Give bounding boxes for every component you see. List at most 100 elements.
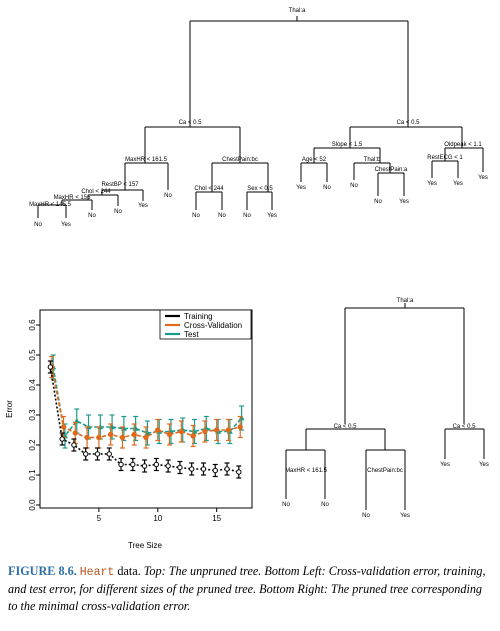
split-label: Oldpeak < 1.1 — [444, 142, 482, 148]
data-point — [190, 433, 196, 439]
leaf-label: No — [374, 199, 382, 205]
leaf-label: Yes — [399, 199, 409, 205]
split-label: MaxHR < 161.5 — [285, 468, 328, 474]
pruned-tree-labels: Thal:a Ca < 0.5 Ca < 0.5 MaxHR < 161.5 C… — [282, 298, 489, 519]
data-point — [225, 427, 232, 433]
figure-canvas: Thal:a Ca < 0.5 Ca < 0.5 MaxHR < 161.5 C… — [5, 8, 489, 550]
y-tick-label: 0.3 — [28, 409, 37, 421]
split-label: RestBP < 157 — [101, 182, 139, 188]
leaf-label: No — [164, 193, 172, 199]
dataset-name: Heart — [79, 566, 115, 579]
y-tick-label: 0.2 — [28, 439, 37, 451]
data-point — [94, 451, 101, 457]
unpruned-tree — [37, 16, 484, 218]
split-label: RestECG < 1 — [427, 155, 463, 161]
leaf-label: No — [362, 513, 370, 519]
leaf-label: No — [88, 213, 96, 219]
leaf-label: Yes — [427, 181, 437, 187]
leaf-label: Yes — [267, 213, 277, 219]
leaf-label: No — [34, 222, 42, 228]
data-point — [153, 461, 160, 468]
x-tick-label: 15 — [212, 514, 221, 523]
data-point — [141, 463, 148, 469]
leaf-label: Yes — [296, 185, 306, 191]
series-line — [49, 366, 240, 473]
data-point — [131, 431, 137, 438]
leaf-label: No — [192, 213, 200, 219]
data-point — [202, 428, 208, 435]
y-tick-label: 0.5 — [28, 349, 37, 361]
data-point — [177, 464, 183, 471]
figure-caption: FIGURE 8.6. Heart data. Top: The unprune… — [8, 563, 492, 615]
leaf-label: Yes — [479, 462, 489, 468]
figure-number: FIGURE 8.6. — [8, 564, 77, 578]
data-point — [212, 467, 218, 474]
data-point — [238, 415, 245, 421]
plot-frame — [39, 309, 253, 509]
y-axis-label: Error — [5, 400, 14, 418]
split-label: Thal:b — [364, 157, 381, 163]
leaf-label: No — [323, 185, 331, 191]
data-point — [60, 424, 67, 430]
chart-series — [47, 354, 245, 479]
root-split-label: Thal:a — [397, 298, 414, 304]
split-label: Ca < 0.5 — [334, 424, 358, 430]
root-split-label: Thal:a — [289, 8, 306, 14]
data-point — [84, 434, 90, 441]
split-label: Ca < 0.5 — [397, 120, 421, 126]
leaf-label: Yes — [400, 513, 410, 519]
legend-entry: Cross-Validation — [184, 321, 242, 330]
leaf-label: Yes — [138, 203, 148, 209]
data-point — [96, 434, 102, 441]
data-point — [165, 463, 171, 469]
leaf-label: No — [243, 213, 251, 219]
unpruned-tree-labels: Thal:a Ca < 0.5 Ca < 0.5 MaxHR < 161.5 C… — [29, 8, 488, 228]
split-label: ChestPain:bc — [222, 157, 258, 163]
data-point — [72, 430, 79, 436]
data-point — [224, 466, 230, 472]
data-point — [188, 466, 195, 472]
data-point — [237, 424, 243, 430]
leaf-label: No — [350, 183, 358, 189]
data-point — [200, 466, 207, 472]
x-tick-label: 5 — [97, 514, 102, 523]
split-label: MaxHR < 156 — [54, 195, 92, 201]
data-point — [213, 427, 220, 433]
split-label: ChestPain:bc — [367, 468, 403, 474]
data-point — [178, 428, 185, 435]
leaf-label: Yes — [61, 222, 71, 228]
leaf-label: Yes — [440, 462, 450, 468]
pruned-tree — [285, 303, 485, 510]
chart-axes: 5 10 15 0.0 0.1 0.2 0.3 0.4 0.5 0.6 — [28, 319, 222, 523]
data-point — [59, 436, 65, 442]
y-tick-label: 0.4 — [28, 379, 37, 391]
leaf-label: No — [218, 213, 226, 219]
data-point — [143, 434, 149, 441]
y-tick-label: 0.0 — [28, 499, 37, 511]
data-point — [118, 461, 124, 468]
legend-entry: Test — [184, 330, 199, 339]
data-point — [82, 451, 89, 457]
caption-data-word: data. — [117, 564, 141, 578]
split-label: MaxHR < 145.5 — [29, 202, 72, 208]
leaf-label: Yes — [453, 181, 463, 187]
split-label: Chol < 244 — [81, 189, 111, 195]
leaf-label: No — [321, 502, 329, 508]
split-label: Chol < 244 — [194, 186, 224, 192]
leaf-label: No — [114, 209, 122, 215]
error-chart: 5 10 15 0.0 0.1 0.2 0.3 0.4 0.5 0.6 TrainingCross… — [5, 309, 253, 550]
data-point — [166, 431, 173, 438]
caption-text: Top: The unpruned tree. Bottom Left: Cro… — [8, 564, 486, 613]
data-point — [107, 431, 114, 438]
data-point — [155, 427, 161, 433]
data-point — [71, 442, 77, 448]
y-tick-label: 0.6 — [28, 319, 37, 331]
leaf-label: No — [282, 502, 290, 508]
split-label: Ca < 0.5 — [179, 120, 203, 126]
data-point — [119, 434, 126, 441]
legend-entry: Training — [184, 312, 213, 321]
x-tick-label: 10 — [153, 514, 162, 523]
data-point — [130, 461, 136, 468]
split-label: Sex < 0.5 — [247, 186, 273, 192]
split-label: Ca < 0.5 — [453, 424, 477, 430]
